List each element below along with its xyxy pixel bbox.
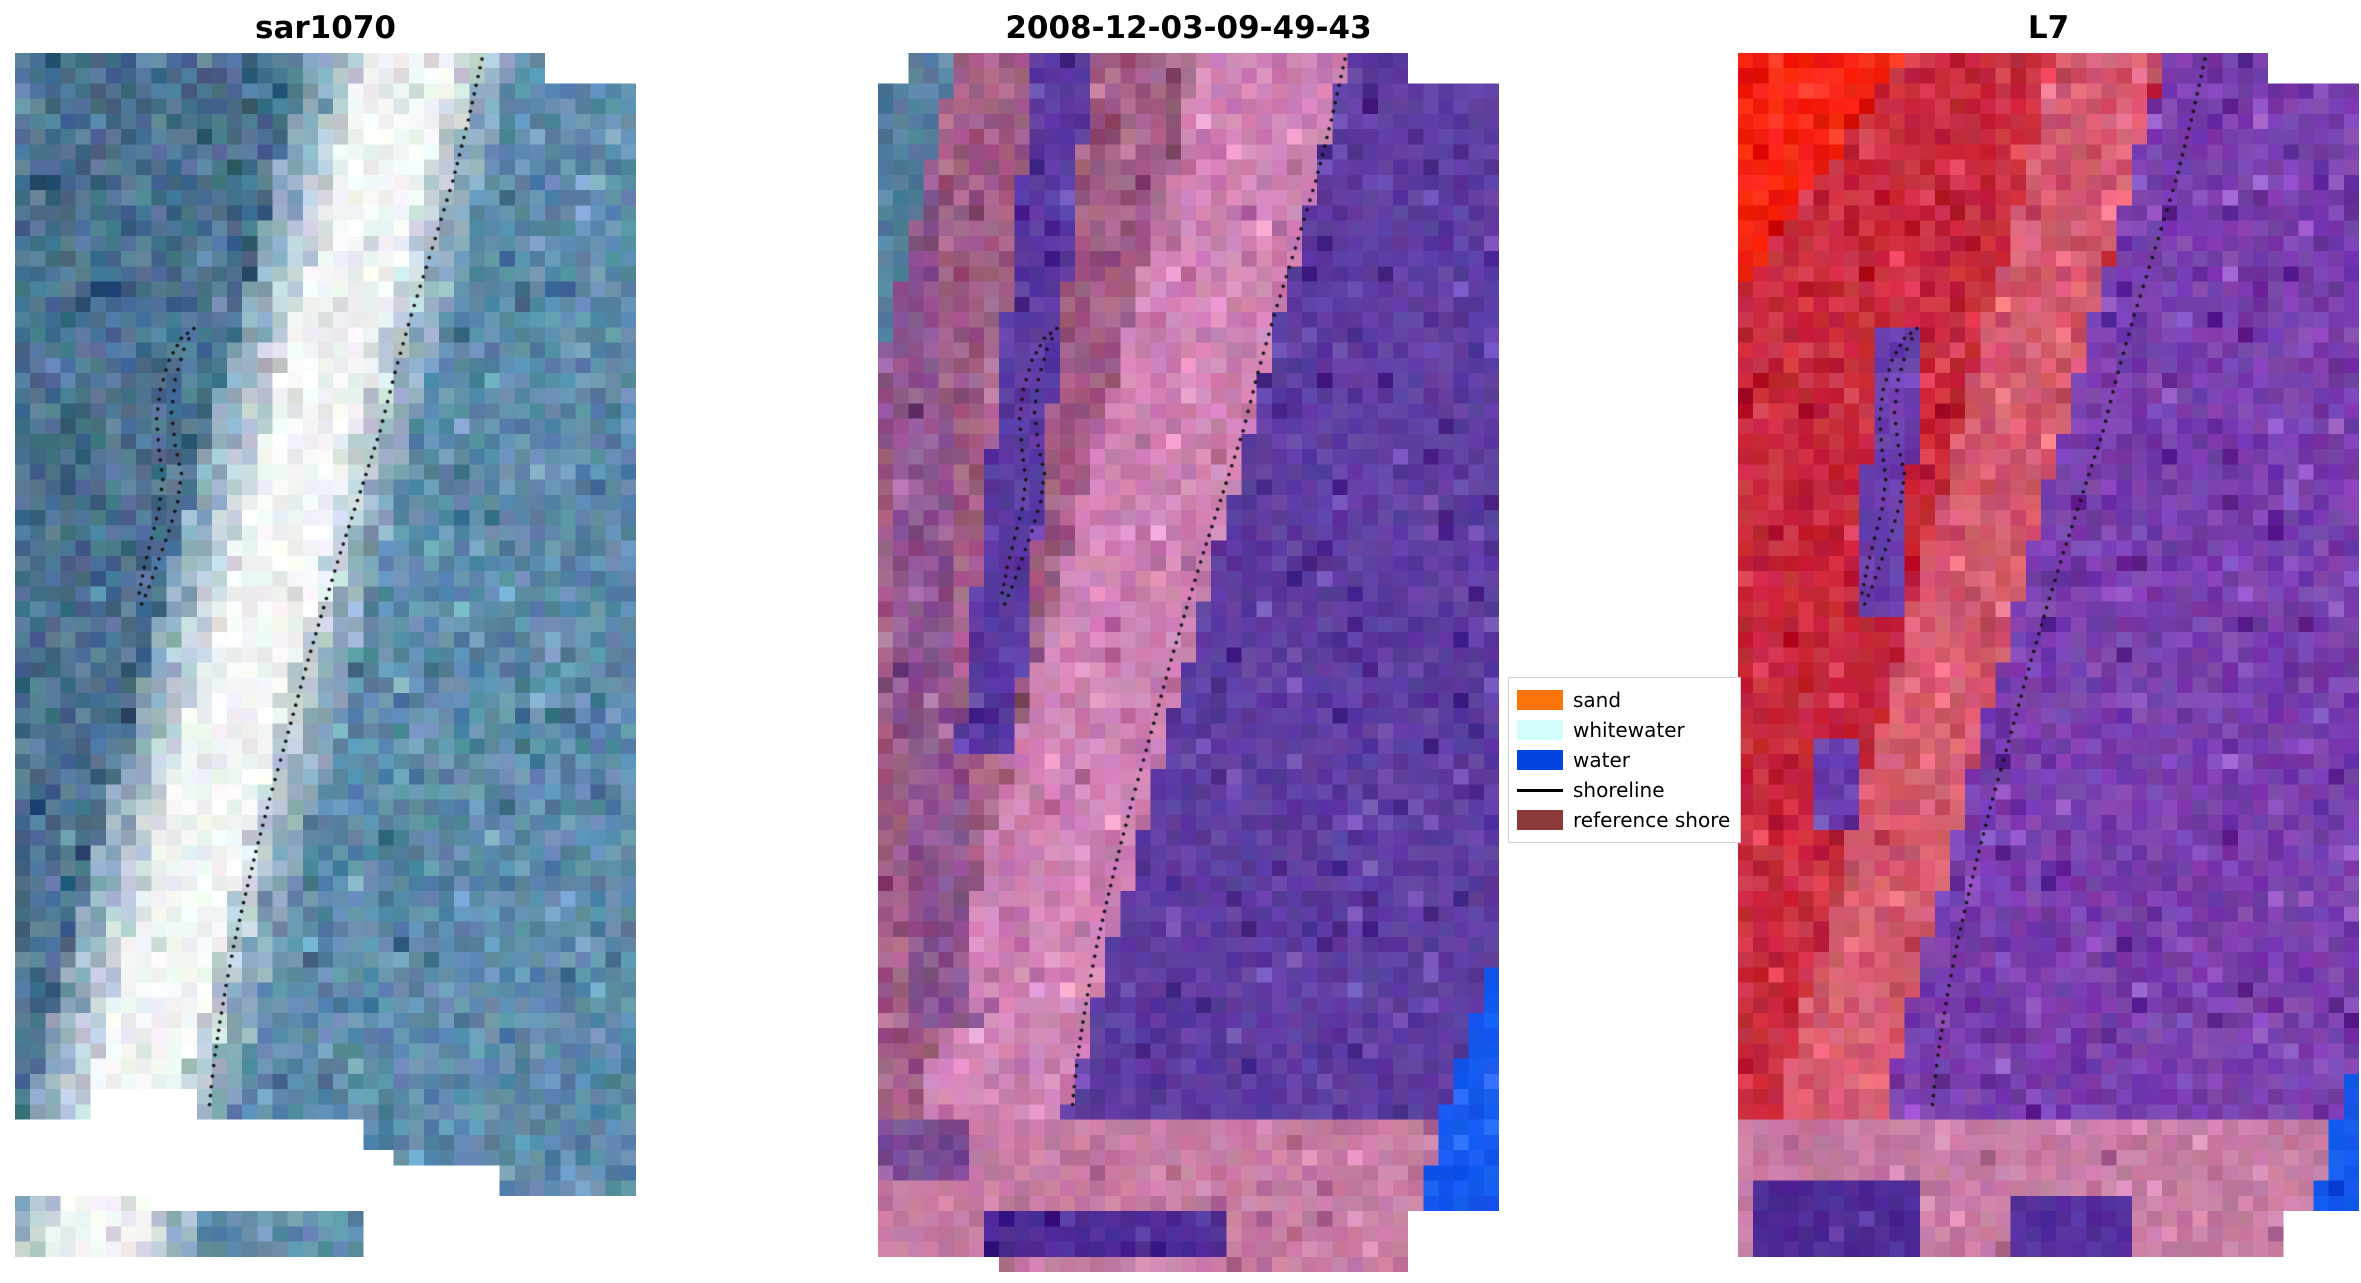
whitewater-swatch — [1517, 720, 1563, 740]
legend-item-whitewater: whitewater — [1517, 715, 1732, 745]
panel-title-date: 2008-12-03-09-49-43 — [1005, 10, 1372, 46]
panel-title-sar1070: sar1070 — [255, 10, 396, 46]
legend-label-reference-shore: reference shore — [1573, 808, 1731, 832]
l7-shoreline-overlay-canvas — [1738, 53, 2359, 1272]
legend-label-shoreline: shoreline — [1573, 778, 1665, 802]
legend-label-sand: sand — [1573, 688, 1622, 712]
legend-label-water: water — [1573, 748, 1630, 772]
water-swatch — [1517, 750, 1563, 770]
legend-item-water: water — [1517, 745, 1732, 775]
legend-label-whitewater: whitewater — [1573, 718, 1685, 742]
sar-shoreline-overlay-canvas — [15, 53, 636, 1272]
legend-item-sand: sand — [1517, 685, 1732, 715]
legend: sand whitewater water shoreline referenc… — [1508, 677, 1741, 843]
legend-item-reference-shore: reference shore — [1517, 805, 1732, 835]
panel-l7: L7 — [1738, 10, 2359, 1272]
panel-classification: 2008-12-03-09-49-43 — [878, 10, 1499, 1272]
panel-sar1070: sar1070 — [15, 10, 636, 1272]
classification-shoreline-overlay-canvas — [878, 53, 1499, 1272]
shoreline-line-swatch — [1517, 788, 1563, 792]
sand-swatch — [1517, 690, 1563, 710]
panel-title-l7: L7 — [2027, 10, 2070, 46]
legend-item-shoreline: shoreline — [1517, 775, 1732, 805]
reference-shore-swatch — [1517, 810, 1563, 830]
